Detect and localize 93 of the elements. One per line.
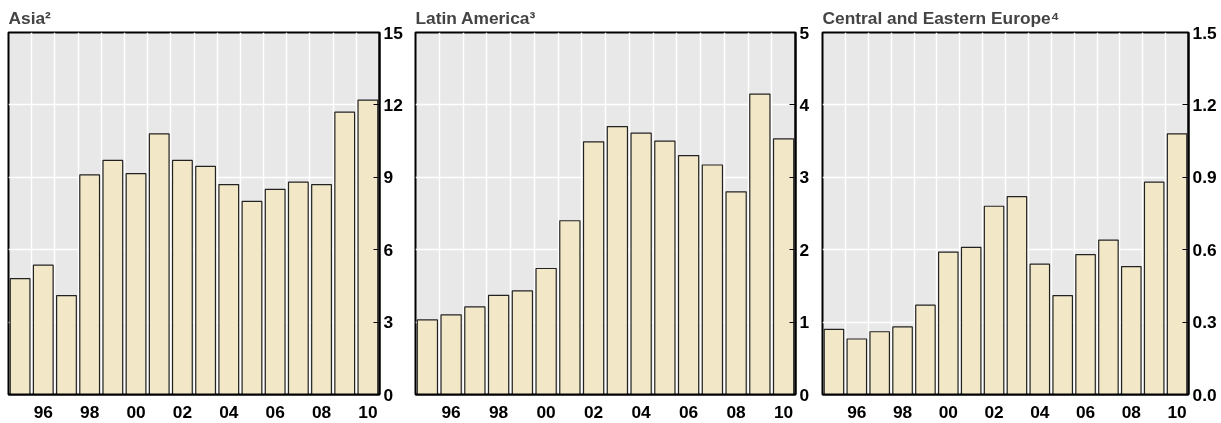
x-tick-label: 98 — [80, 401, 100, 422]
x-tick-label: 04 — [1030, 401, 1050, 422]
x-tick-label: 00 — [938, 401, 958, 422]
y-tick-label: 0.3 — [1192, 312, 1217, 333]
x-tick-label: 10 — [1167, 401, 1187, 422]
bar — [264, 188, 286, 395]
bar — [125, 173, 147, 395]
bar — [195, 165, 217, 395]
bar — [606, 126, 629, 395]
bar — [334, 111, 356, 395]
y-tick-label: 1 — [799, 312, 810, 333]
y-tick-label: 1.5 — [1192, 22, 1217, 43]
bar — [511, 290, 534, 395]
y-tick-label: 9 — [383, 167, 394, 188]
bar — [32, 264, 54, 395]
y-tick-label: 3 — [799, 167, 810, 188]
x-tick-label: 06 — [1075, 401, 1096, 422]
bar — [241, 200, 263, 395]
x-tick-label: 02 — [172, 401, 193, 422]
bar — [677, 154, 700, 395]
y-tick-label: 0.9 — [1192, 167, 1217, 188]
bar — [559, 220, 581, 395]
y-tick-label: 3 — [383, 312, 394, 333]
x-tick-label: 06 — [265, 401, 286, 422]
x-tick-label: 08 — [311, 401, 332, 422]
bar — [772, 138, 795, 395]
x-tick-label: 02 — [984, 401, 1004, 422]
bar — [1166, 133, 1188, 395]
y-tick-label: 4 — [799, 94, 810, 115]
bar — [79, 174, 101, 395]
y-tick-label: 1.2 — [1192, 94, 1217, 115]
x-tick-label: 10 — [358, 401, 378, 422]
bar — [1143, 181, 1165, 395]
bar — [960, 246, 982, 395]
bar — [915, 304, 936, 395]
bar — [869, 331, 891, 395]
bar — [892, 326, 913, 395]
bar — [416, 319, 439, 395]
bar — [440, 314, 462, 395]
bar — [725, 191, 747, 395]
chart-title: Central and Eastern Europe⁴ — [822, 7, 1060, 28]
bar — [823, 328, 845, 395]
bar — [148, 133, 170, 395]
bar — [311, 183, 332, 395]
bar — [749, 93, 771, 395]
y-tick-label: 0 — [799, 384, 810, 405]
chart-title: Latin America³ — [415, 7, 536, 28]
x-tick-label: 96 — [33, 401, 54, 422]
x-tick-label: 08 — [726, 401, 747, 422]
bar — [171, 159, 193, 395]
y-tick-label: 5 — [799, 22, 810, 43]
y-tick-label: 12 — [383, 94, 403, 115]
x-tick-label: 96 — [847, 401, 867, 422]
bar — [1120, 265, 1142, 395]
x-tick-label: 08 — [1121, 401, 1142, 422]
y-tick-label: 2 — [799, 239, 810, 260]
x-tick-label: 96 — [441, 401, 462, 422]
bar — [287, 181, 309, 395]
bar — [464, 306, 486, 395]
y-tick-label: 0 — [383, 384, 394, 405]
bar — [701, 164, 724, 395]
bar — [487, 294, 510, 395]
bar — [1098, 239, 1119, 395]
bar — [1006, 196, 1028, 395]
bar — [357, 99, 379, 395]
x-tick-label: 04 — [631, 401, 652, 422]
bar — [9, 278, 31, 395]
x-tick-label: 02 — [583, 401, 604, 422]
y-tick-label: 15 — [383, 22, 404, 43]
y-tick-label: 0.6 — [1192, 239, 1217, 260]
x-tick-label: 10 — [773, 401, 794, 422]
bar — [56, 294, 77, 395]
bar — [1029, 263, 1051, 395]
bar — [630, 132, 652, 395]
bar — [535, 267, 557, 395]
bar — [1052, 294, 1074, 395]
bar — [937, 251, 959, 395]
x-tick-label: 98 — [488, 401, 509, 422]
y-tick-label: 6 — [383, 239, 394, 260]
bar — [582, 141, 605, 395]
bar — [102, 159, 124, 395]
y-tick-label: 0.0 — [1192, 384, 1217, 405]
bar — [654, 140, 676, 395]
bar — [846, 338, 868, 395]
bar — [1075, 253, 1096, 395]
x-tick-label: 00 — [536, 401, 556, 422]
x-tick-label: 06 — [678, 401, 699, 422]
bar — [218, 183, 240, 395]
x-tick-label: 00 — [126, 401, 146, 422]
chart-title: Asia² — [8, 7, 52, 28]
x-tick-label: 04 — [219, 401, 239, 422]
bar — [983, 205, 1005, 395]
x-tick-label: 98 — [892, 401, 913, 422]
